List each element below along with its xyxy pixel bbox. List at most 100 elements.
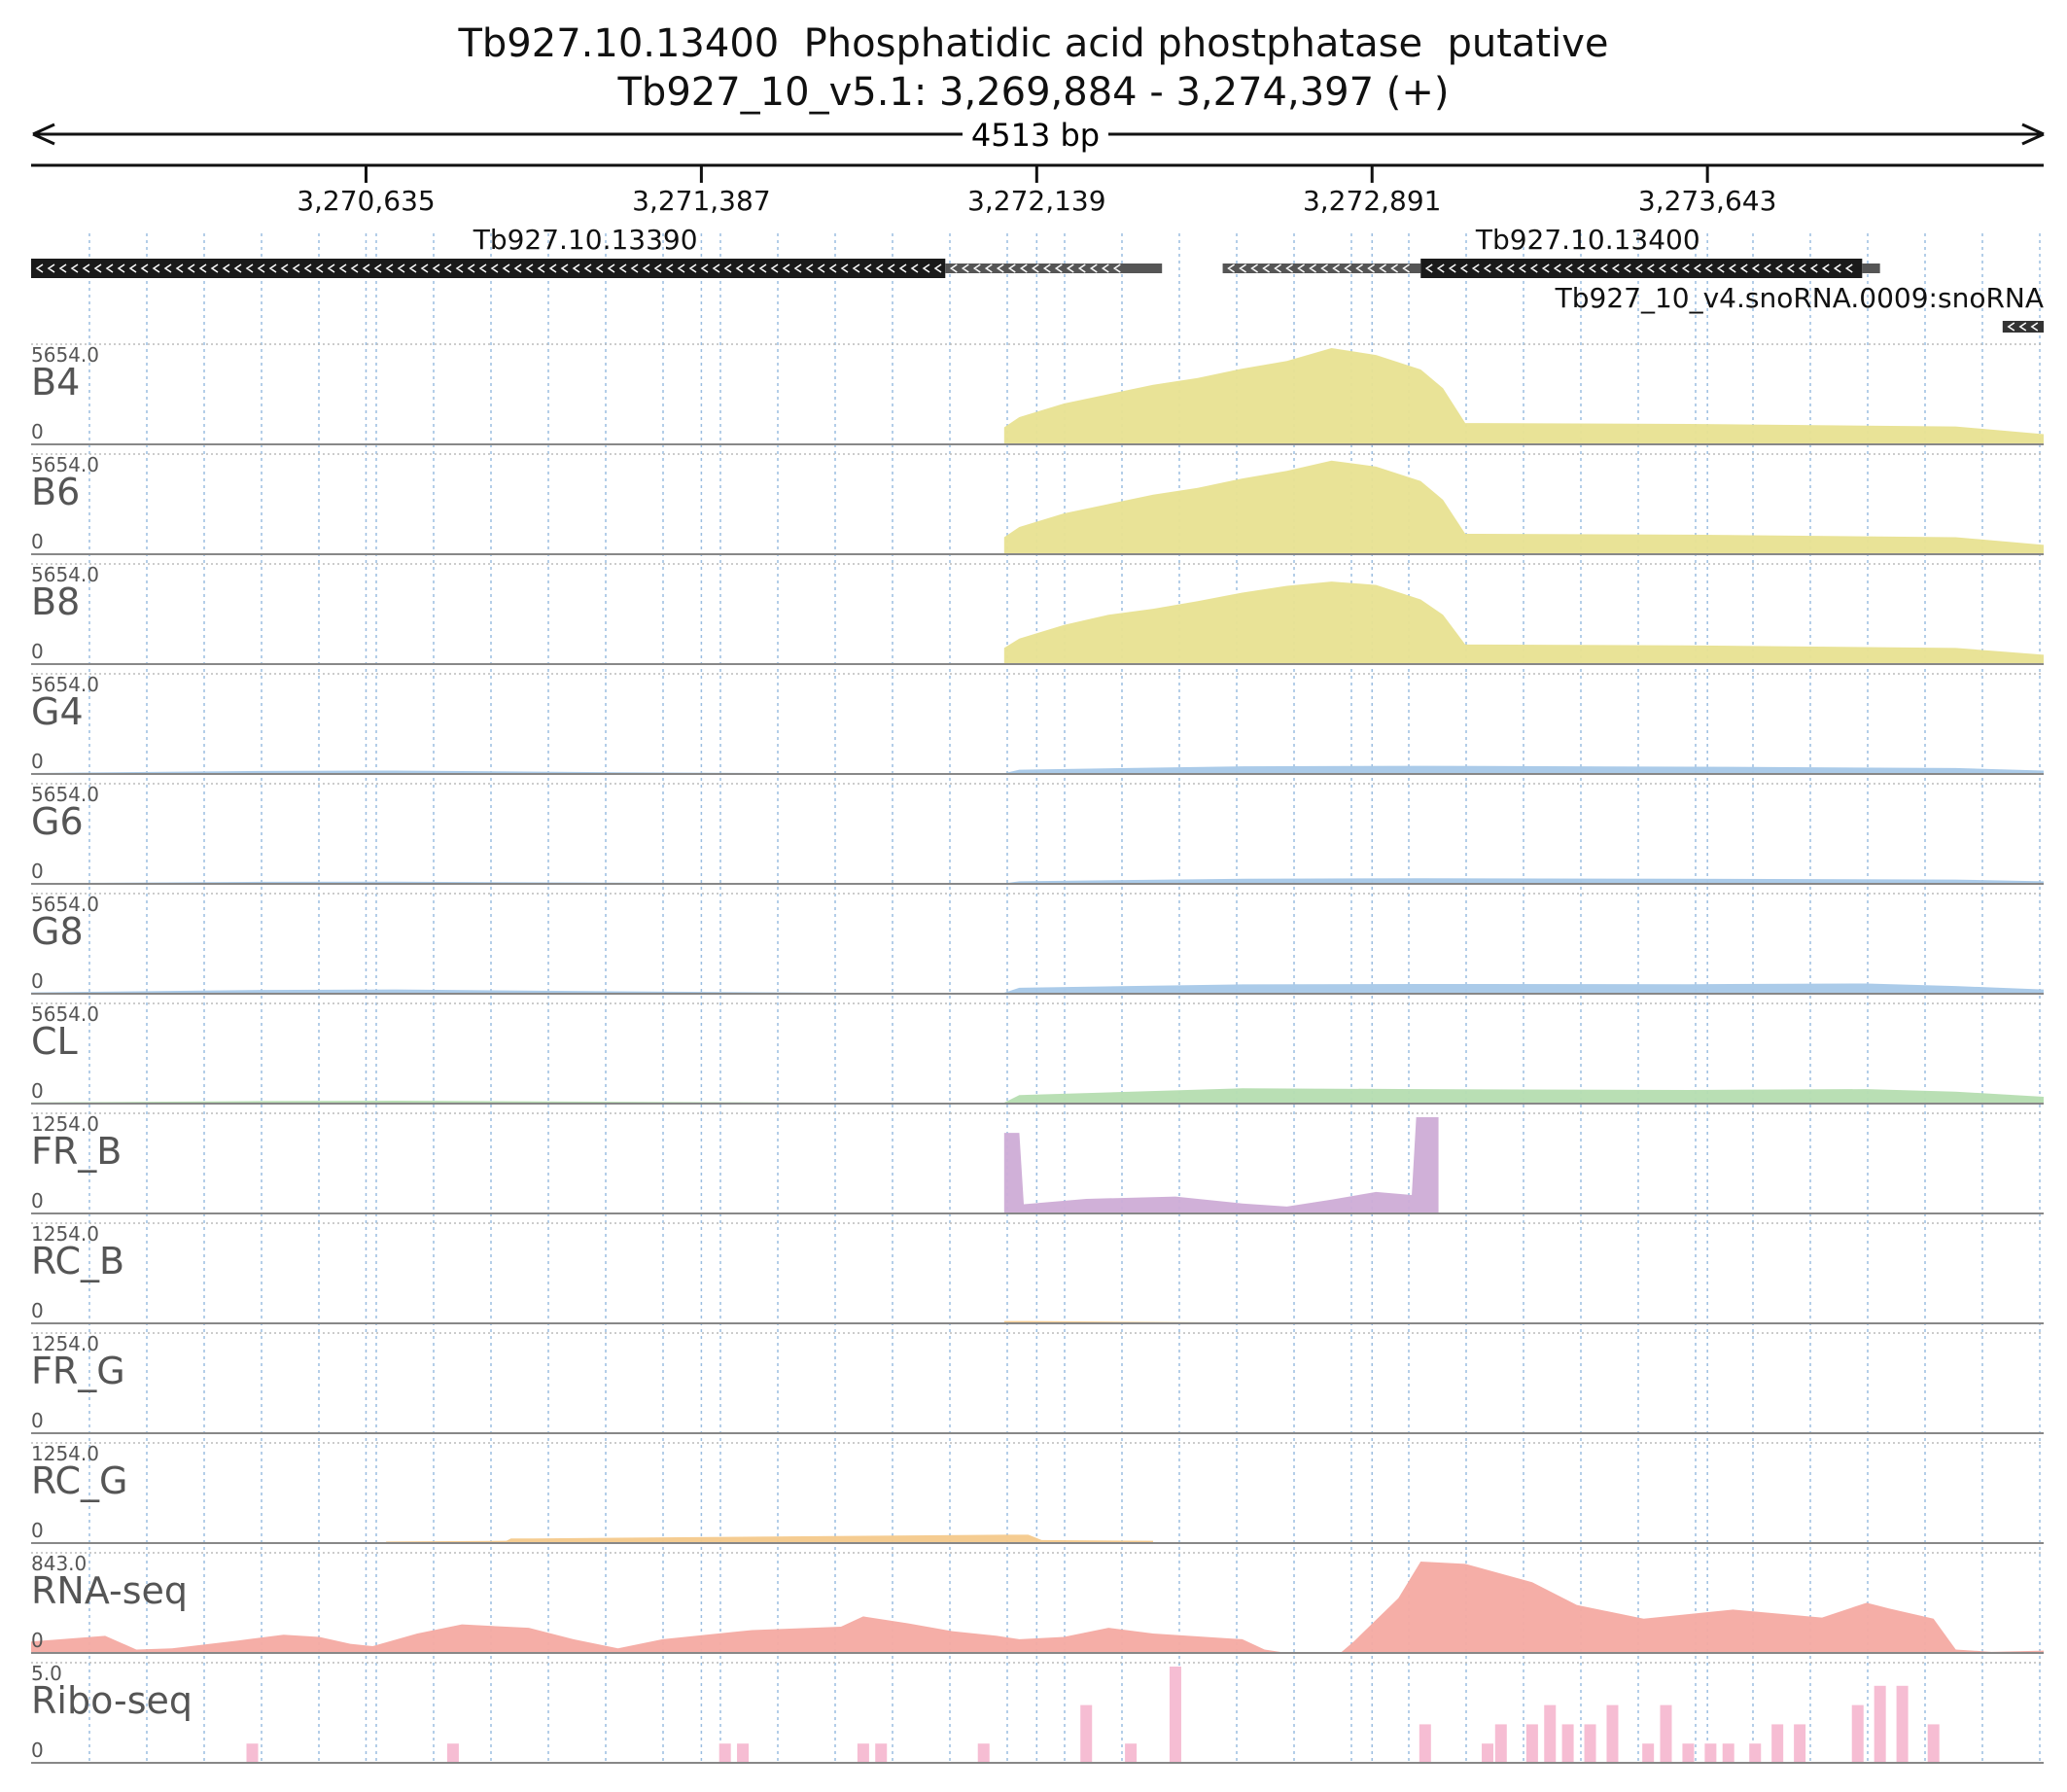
track-rc-g: 1254.0RC_G 0 bbox=[31, 1442, 2044, 1544]
track-min-label: 0 bbox=[31, 420, 44, 443]
ribo-bar bbox=[1419, 1724, 1431, 1763]
ribo-bar bbox=[857, 1743, 869, 1763]
ribo-bar bbox=[1080, 1704, 1093, 1763]
vertical-gridlines bbox=[88, 233, 2041, 1762]
track-min-label: 0 bbox=[31, 1409, 44, 1432]
coverage-area bbox=[31, 765, 2044, 774]
coverage-area bbox=[1003, 460, 2044, 554]
track-min-label: 0 bbox=[31, 750, 44, 773]
ruler-ticks: 3,270,635 3,271,387 3,272,139 3,272,891 3,27… bbox=[297, 165, 1776, 217]
ribo-bar bbox=[1927, 1724, 1940, 1763]
track-name: B6 bbox=[31, 471, 80, 513]
ribo-bar bbox=[1561, 1724, 1574, 1763]
track-g8: 5654.0G8 0 bbox=[31, 893, 2044, 995]
track-min-label: 0 bbox=[31, 969, 44, 993]
span-label-bg bbox=[963, 117, 1108, 152]
ribo-bar bbox=[1722, 1743, 1734, 1763]
ribo-bar bbox=[1169, 1667, 1181, 1763]
coverage-area bbox=[31, 983, 2044, 994]
ribo-bar bbox=[1851, 1704, 1864, 1763]
track-name: B4 bbox=[31, 361, 80, 404]
strand-arrows bbox=[35, 264, 942, 273]
track-g6: 5654.0G6 0 bbox=[31, 783, 2044, 885]
track-cl: 5654.0CL 0 bbox=[31, 1002, 2044, 1105]
ribo-bar bbox=[1525, 1724, 1538, 1763]
coverage-area bbox=[386, 1534, 1154, 1543]
ribo-bar bbox=[1642, 1743, 1655, 1763]
ribo-bar bbox=[1704, 1743, 1717, 1763]
track-name: RC_B bbox=[31, 1240, 124, 1283]
gene-utr-tb927-10-13390 bbox=[945, 264, 1163, 273]
span-ruler: 4513 bp bbox=[31, 117, 2045, 167]
ribo-bar bbox=[1494, 1724, 1507, 1763]
track-min-label: 0 bbox=[31, 860, 44, 883]
ruler-tick-label: 3,272,139 bbox=[967, 185, 1106, 217]
span-arrow-right-head bbox=[2021, 123, 2045, 146]
track-b6: 5654.0B6 0 bbox=[31, 453, 2044, 555]
track-max-label: 5654.0 bbox=[31, 783, 99, 806]
track-name: FR_B bbox=[31, 1130, 122, 1173]
gene-track: Tb927.10.13390 Tb927.10.13400 Tb927_10_v4.… bbox=[31, 224, 2044, 333]
ribo-bar bbox=[1584, 1724, 1596, 1763]
strand-arrows bbox=[1424, 264, 1853, 273]
coverage-area bbox=[1003, 1117, 1439, 1213]
coverage-tracks: 5654.0B405654.0B605654.0B805654.0G405654… bbox=[31, 343, 2044, 1764]
genomic-location: Tb927_10_v5.1: 3,269,884 - 3,274,397 (+) bbox=[617, 70, 1450, 115]
track-min-label: 0 bbox=[31, 1629, 44, 1652]
ribo-bar bbox=[1482, 1743, 1494, 1763]
track-b4: 5654.0B4 0 bbox=[31, 343, 2044, 445]
track-min-label: 0 bbox=[31, 1519, 44, 1542]
ribo-bar bbox=[1682, 1743, 1695, 1763]
track-max-label: 5654.0 bbox=[31, 1002, 99, 1026]
track-min-label: 0 bbox=[31, 1189, 44, 1212]
strand-arrows bbox=[2007, 322, 2039, 332]
track-b8: 5654.0B8 0 bbox=[31, 563, 2044, 665]
ribo-bar bbox=[246, 1743, 259, 1763]
ribo-bar bbox=[875, 1743, 888, 1763]
ribo-bar bbox=[1749, 1743, 1762, 1763]
coverage-area bbox=[31, 1088, 2044, 1104]
ribo-bar bbox=[977, 1743, 990, 1763]
track-min-label: 0 bbox=[31, 640, 44, 663]
track-max-label: 5654.0 bbox=[31, 893, 99, 916]
track-rc-b: 1254.0RC_B 0 bbox=[31, 1222, 2044, 1324]
ribo-bar bbox=[1660, 1704, 1672, 1763]
gene-utr-right-tb927-10-13400 bbox=[1862, 264, 1880, 273]
track-max-label: 5.0 bbox=[31, 1662, 62, 1685]
track-max-label: 843.0 bbox=[31, 1552, 87, 1575]
track-name: Ribo-seq bbox=[31, 1679, 193, 1722]
track-max-label: 1254.0 bbox=[31, 1332, 99, 1355]
track-name: G6 bbox=[31, 800, 84, 843]
track-name: FR_G bbox=[31, 1350, 125, 1392]
coverage-area bbox=[31, 878, 2044, 884]
ribo-bar bbox=[446, 1743, 459, 1763]
track-name: RNA-seq bbox=[31, 1569, 188, 1612]
gene-label-tb927-10-13390: Tb927.10.13390 bbox=[473, 224, 698, 256]
ribo-bar bbox=[1606, 1704, 1619, 1763]
gene-label-snorna: Tb927_10_v4.snoRNA.0009:snoRNA bbox=[1555, 282, 2044, 314]
gene-cds-tb927-10-13400 bbox=[1420, 259, 1863, 278]
track-min-label: 0 bbox=[31, 1739, 44, 1762]
span-label: 4513 bp bbox=[971, 117, 1100, 154]
ribo-bar bbox=[1794, 1724, 1806, 1763]
track-name: G8 bbox=[31, 910, 84, 953]
track-fr-b: 1254.0FR_B 0 bbox=[31, 1112, 2044, 1214]
track-min-label: 0 bbox=[31, 530, 44, 553]
track-max-label: 1254.0 bbox=[31, 1442, 99, 1465]
ribo-bar bbox=[737, 1743, 750, 1763]
ribo-bar bbox=[1896, 1685, 1909, 1763]
coverage-area bbox=[1003, 348, 2044, 444]
span-arrow-left-head bbox=[32, 123, 55, 146]
track-min-label: 0 bbox=[31, 1299, 44, 1322]
coverage-area bbox=[1003, 581, 2044, 664]
ruler-tick-label: 3,270,635 bbox=[297, 185, 436, 217]
track-g4: 5654.0G4 0 bbox=[31, 673, 2044, 775]
gene-title: Tb927.10.13400 Phosphatidic acid phostph… bbox=[458, 21, 1609, 66]
track-max-label: 5654.0 bbox=[31, 343, 99, 367]
coverage-area bbox=[31, 1562, 2044, 1653]
ruler-tick-label: 3,273,643 bbox=[1638, 185, 1777, 217]
gene-label-tb927-10-13400: Tb927.10.13400 bbox=[1475, 224, 1700, 256]
track-min-label: 0 bbox=[31, 1079, 44, 1103]
